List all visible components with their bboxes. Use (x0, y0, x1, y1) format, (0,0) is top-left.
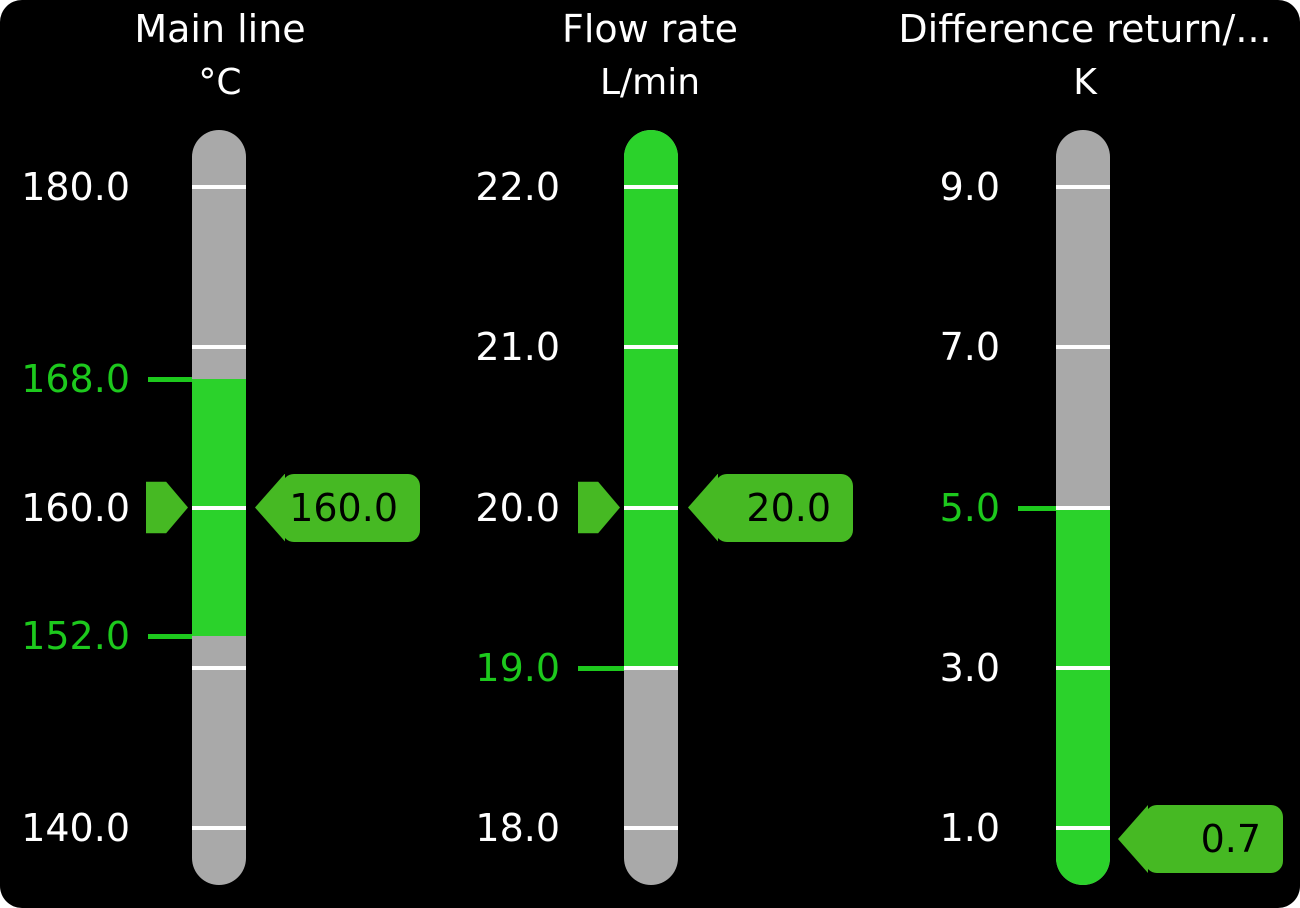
value-tag[interactable]: 160.0 (255, 473, 420, 542)
scale-tick (1056, 665, 1110, 670)
gauge-unit-label: L/min (599, 62, 701, 103)
scale-tick-label: 18.0 (475, 806, 560, 850)
gauge-title: Difference return/... (898, 7, 1272, 51)
scale-tick (1056, 505, 1110, 510)
scale-tick-label: 160.0 (21, 485, 130, 530)
value-tag-text: 20.0 (715, 473, 853, 542)
scale-tick (192, 665, 246, 670)
scale-tick-label: 7.0 (939, 325, 1000, 370)
value-pointer-icon[interactable] (578, 481, 620, 534)
scale-tick-label: 1.0 (939, 806, 1000, 850)
scale-tick (1056, 826, 1110, 830)
scale-tick-label: 3.0 (939, 645, 1000, 690)
scale-tick (624, 665, 678, 670)
scale-tick (624, 185, 678, 189)
value-tag-arrow-icon (255, 473, 285, 542)
scale-tick (624, 505, 678, 510)
scale-tick-label: 9.0 (939, 165, 1000, 209)
value-tag-arrow-icon (688, 473, 718, 542)
limit-marker-line (1018, 505, 1056, 511)
limit-marker-line (148, 633, 192, 639)
scale-tick (192, 345, 246, 350)
scale-tick (624, 826, 678, 830)
value-pointer-icon[interactable] (146, 481, 188, 534)
scale-tick-label: 22.0 (475, 165, 560, 209)
gauge-unit-label: °C (198, 62, 242, 103)
gauge-title: Flow rate (561, 7, 738, 51)
value-tag[interactable]: 20.0 (688, 473, 853, 542)
limit-marker-label: 168.0 (21, 357, 130, 402)
scale-tick-label: 140.0 (21, 806, 130, 850)
value-tag-text: 0.7 (1145, 805, 1283, 873)
limit-marker-label: 152.0 (21, 613, 130, 658)
scale-tick (624, 345, 678, 350)
value-tag-arrow-icon (1118, 805, 1148, 873)
gauge-bar (192, 130, 246, 885)
gauge-title: Main line (134, 7, 306, 51)
scale-tick-label: 21.0 (475, 325, 560, 370)
scale-tick-label: 180.0 (21, 165, 130, 209)
scale-tick (1056, 185, 1110, 189)
scale-tick-label: 19.0 (475, 645, 560, 690)
limit-marker-line (578, 665, 624, 671)
scale-tick (192, 826, 246, 830)
scale-tick (1056, 345, 1110, 350)
gauge-ok-zone (1056, 507, 1110, 885)
scale-tick-label: 20.0 (475, 485, 560, 530)
limit-marker-line (148, 377, 192, 383)
gauge-bar (624, 130, 678, 885)
value-tag[interactable]: 0.7 (1118, 805, 1283, 873)
gauge-bar (1056, 130, 1110, 885)
scale-tick (192, 185, 246, 189)
scale-tick-label: 5.0 (939, 485, 1000, 530)
value-tag-text: 160.0 (282, 473, 420, 542)
gauge-ok-zone (624, 130, 678, 668)
scale-tick (192, 505, 246, 510)
gauge-unit-label: K (1073, 62, 1097, 103)
